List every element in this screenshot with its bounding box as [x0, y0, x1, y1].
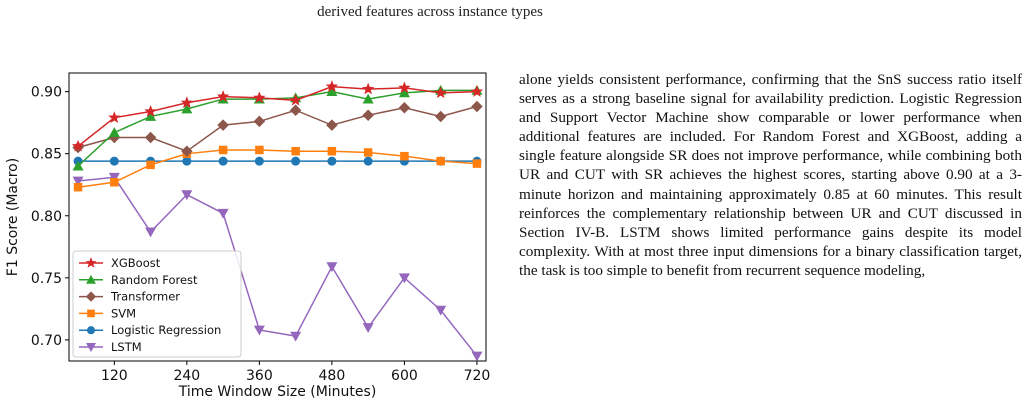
legend-label: Logistic Regression: [111, 323, 221, 337]
legend-marker: [87, 309, 95, 318]
data-point: [216, 90, 230, 102]
x-tick-label: 600: [391, 368, 418, 384]
data-point: [291, 146, 300, 156]
data-point: [470, 85, 484, 97]
data-point: [361, 82, 375, 95]
data-point: [472, 159, 482, 168]
x-axis-label: Time Window Size (Minutes): [178, 384, 377, 400]
data-point: [471, 100, 483, 113]
figure-caption: derived features across instance types: [317, 4, 543, 20]
data-point: [145, 110, 157, 121]
data-point: [109, 156, 119, 166]
y-tick-label: 0.80: [31, 209, 62, 225]
body-paragraph: alone yields consistent performance, con…: [519, 71, 1022, 279]
legend-label: LSTM: [111, 340, 142, 354]
data-point: [325, 80, 339, 92]
legend-marker: [86, 343, 96, 352]
data-point: [110, 177, 119, 187]
f1-score-line-chart: 120 240 360 480 600 720 0.70 0.75 0.80 0.85 0.90 Ti…: [5, 72, 491, 400]
legend-label: Transformer: [110, 290, 180, 304]
data-point: [73, 182, 83, 192]
y-tick-label: 0.70: [31, 333, 62, 349]
data-point: [182, 156, 192, 166]
x-tick-label: 480: [319, 368, 346, 384]
data-point: [217, 119, 229, 131]
legend-marker: [86, 274, 96, 284]
data-point: [71, 139, 85, 152]
series-line-lstm: [77, 176, 478, 357]
data-point: [144, 104, 157, 117]
data-point: [291, 156, 301, 166]
legend-label: XGBoost: [111, 256, 161, 270]
series-line-xgboost: [77, 85, 477, 147]
data-point: [181, 145, 193, 157]
data-point: [253, 115, 266, 128]
data-point: [326, 262, 338, 273]
series-line-random-forest: [77, 89, 477, 167]
series-line-transformer: [77, 105, 478, 153]
data-point: [181, 190, 193, 201]
data-point: [181, 103, 193, 114]
data-point: [289, 104, 302, 116]
legend-label: Random Forest: [111, 273, 198, 287]
data-point: [218, 156, 228, 166]
data-point: [326, 86, 338, 97]
data-point: [362, 109, 374, 121]
data-point: [108, 172, 120, 183]
series-line-svm: [77, 149, 477, 188]
data-point: [362, 323, 374, 333]
data-point: [363, 148, 373, 157]
y-tick-label: 0.90: [31, 85, 62, 101]
data-point: [435, 305, 447, 316]
data-point: [398, 87, 410, 98]
data-point: [326, 119, 338, 131]
data-point: [108, 127, 120, 137]
data-point: [72, 176, 84, 187]
x-tick-label: 240: [173, 368, 200, 384]
data-point: [217, 208, 229, 219]
legend-marker: [85, 257, 97, 268]
data-point: [218, 145, 228, 155]
data-point: [363, 156, 373, 166]
data-point: [289, 93, 302, 106]
data-point: [255, 145, 264, 155]
data-point: [180, 96, 194, 109]
x-tick-label: 360: [246, 368, 273, 384]
data-point: [362, 93, 374, 104]
data-point: [327, 146, 337, 156]
data-point: [253, 325, 265, 336]
legend-marker: [86, 326, 96, 335]
y-tick-label: 0.75: [31, 271, 62, 287]
data-point: [434, 86, 447, 99]
data-point: [290, 331, 302, 342]
data-point: [398, 81, 411, 94]
data-point: [144, 131, 157, 144]
data-point: [327, 156, 337, 166]
data-point: [253, 91, 266, 104]
legend-label: SVM: [111, 306, 136, 320]
x-tick-label: 720: [464, 368, 491, 384]
plot-frame: [68, 72, 487, 362]
x-tick-label: 120: [101, 368, 128, 384]
data-point: [145, 227, 157, 238]
data-point: [72, 160, 84, 171]
y-axis-label: F1 Score (Macro): [5, 158, 21, 276]
data-point: [398, 273, 410, 284]
legend-marker: [85, 291, 97, 302]
data-point: [436, 156, 445, 166]
legend-box: [72, 250, 242, 358]
data-point: [400, 151, 409, 161]
data-point: [434, 110, 447, 123]
data-point: [146, 160, 155, 170]
data-point: [471, 351, 483, 362]
y-tick-label: 0.85: [31, 147, 62, 163]
data-point: [254, 156, 264, 166]
data-point: [108, 111, 121, 123]
data-point: [398, 102, 411, 114]
